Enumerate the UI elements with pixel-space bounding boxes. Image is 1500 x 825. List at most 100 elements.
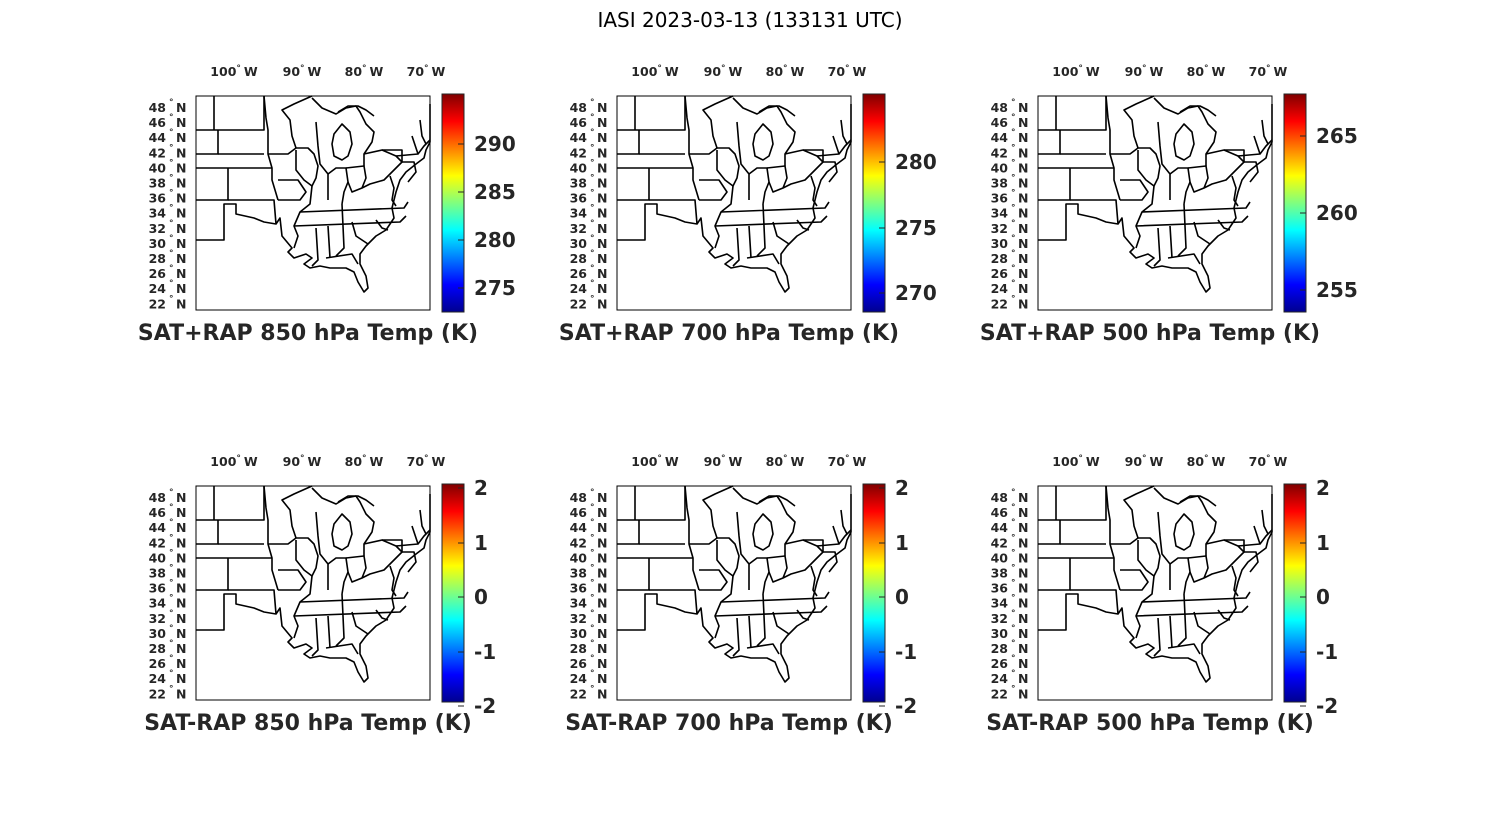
degree-mark: ° <box>169 234 174 244</box>
lon-tick-label: 70° W <box>828 454 867 469</box>
lat-tick-label: 36 <box>149 581 167 596</box>
degree-mark: ° <box>1011 669 1016 679</box>
degree-mark: ° <box>590 279 595 289</box>
panel-title: SAT-RAP 500 hPa Temp (K) <box>986 711 1314 736</box>
degree-mark: ° <box>1011 204 1016 214</box>
lat-hemisphere-label: N <box>1018 145 1028 160</box>
degree-mark: ° <box>169 564 174 574</box>
lat-hemisphere-label: N <box>176 145 186 160</box>
lat-tick-label: 36 <box>991 191 1009 206</box>
colorbar-tick-label: 2 <box>895 476 909 500</box>
lat-hemisphere-label: N <box>597 281 607 296</box>
degree-mark: ° <box>169 579 174 589</box>
lat-tick-label: 42 <box>991 535 1008 550</box>
degree-mark: ° <box>590 669 595 679</box>
lat-tick-label: 44 <box>991 130 1009 145</box>
lat-tick-label: 24 <box>570 281 588 296</box>
lat-tick-label: 22 <box>149 686 166 701</box>
lat-hemisphere-label: N <box>176 160 186 175</box>
lat-tick-label: 32 <box>991 611 1008 626</box>
lat-tick-label: 38 <box>570 566 587 581</box>
degree-mark: ° <box>169 609 174 619</box>
lon-tick-label: 80° W <box>1187 454 1226 469</box>
lon-tick-label: 70° W <box>1249 454 1288 469</box>
lon-tick-label: 90° W <box>704 454 743 469</box>
lat-tick-label: 34 <box>149 206 167 221</box>
colorbar <box>442 94 464 312</box>
lat-hemisphere-label: N <box>176 296 186 311</box>
colorbar-tick-label: 1 <box>895 531 909 555</box>
lat-tick-label: 40 <box>149 550 167 565</box>
degree-mark: ° <box>169 113 174 123</box>
lat-hemisphere-label: N <box>1018 535 1028 550</box>
map-panel: 100° W 90° W 80° W 70° W48 ° N46 ° N44 ° N42 ° N40 ° N38 °… <box>144 454 496 736</box>
lat-hemisphere-label: N <box>176 686 186 701</box>
map-panel: 100° W 90° W 80° W 70° W48 ° N46 ° N44 ° N42 ° N40 ° N38 °… <box>559 64 937 346</box>
degree-mark: ° <box>590 219 595 229</box>
degree-mark: ° <box>1011 128 1016 138</box>
lat-hemisphere-label: N <box>176 191 186 206</box>
lat-tick-label: 26 <box>991 656 1009 671</box>
lat-hemisphere-label: N <box>597 221 607 236</box>
lat-tick-label: 34 <box>149 596 167 611</box>
lat-hemisphere-label: N <box>176 206 186 221</box>
lat-tick-label: 30 <box>991 236 1009 251</box>
colorbar-tick-label: -2 <box>1316 694 1338 718</box>
lat-tick-label: 30 <box>149 236 167 251</box>
map-panel: 100° W 90° W 80° W 70° W48 ° N46 ° N44 ° N42 ° N40 ° N38 °… <box>138 64 516 346</box>
lat-tick-label: 48 <box>149 100 166 115</box>
lat-hemisphere-label: N <box>176 611 186 626</box>
lat-hemisphere-label: N <box>176 251 186 266</box>
lon-tick-label: 100° W <box>631 64 679 79</box>
colorbar-tick-label: 275 <box>895 216 937 240</box>
lat-tick-label: 48 <box>991 100 1008 115</box>
lat-tick-label: 46 <box>149 115 167 130</box>
panels: 100° W 90° W 80° W 70° W48 ° N46 ° N44 ° N42 ° N40 ° N38 °… <box>138 64 1358 736</box>
colorbar-tick-label: 265 <box>1316 124 1358 148</box>
degree-mark: ° <box>169 174 174 184</box>
lat-hemisphere-label: N <box>176 671 186 686</box>
lon-tick-label: 80° W <box>345 454 384 469</box>
lat-tick-label: 30 <box>570 236 588 251</box>
degree-mark: ° <box>1011 98 1016 108</box>
colorbar-tick-label: 285 <box>474 180 516 204</box>
lat-tick-label: 32 <box>570 611 587 626</box>
lat-hemisphere-label: N <box>597 550 607 565</box>
lat-hemisphere-label: N <box>597 566 607 581</box>
lat-hemisphere-label: N <box>597 520 607 535</box>
lat-hemisphere-label: N <box>597 176 607 191</box>
lat-tick-label: 46 <box>570 505 588 520</box>
figure-title: IASI 2023-03-13 (133131 UTC) <box>597 8 902 32</box>
colorbar-tick-label: 1 <box>1316 531 1330 555</box>
lat-hemisphere-label: N <box>597 251 607 266</box>
lat-hemisphere-label: N <box>176 581 186 596</box>
lat-hemisphere-label: N <box>176 221 186 236</box>
degree-mark: ° <box>169 654 174 664</box>
degree-mark: ° <box>169 518 174 528</box>
degree-mark: ° <box>590 158 595 168</box>
lat-hemisphere-label: N <box>1018 626 1028 641</box>
lat-tick-label: 38 <box>149 176 166 191</box>
lat-hemisphere-label: N <box>1018 581 1028 596</box>
lat-hemisphere-label: N <box>1018 296 1028 311</box>
degree-mark: ° <box>590 128 595 138</box>
lat-tick-label: 44 <box>570 130 588 145</box>
lat-hemisphere-label: N <box>597 115 607 130</box>
lat-hemisphere-label: N <box>176 115 186 130</box>
lon-tick-label: 80° W <box>1187 64 1226 79</box>
lat-tick-label: 38 <box>149 566 166 581</box>
lat-tick-label: 32 <box>991 221 1008 236</box>
degree-mark: ° <box>169 624 174 634</box>
colorbar <box>1284 484 1306 702</box>
degree-mark: ° <box>590 488 595 498</box>
lat-tick-label: 42 <box>991 145 1008 160</box>
degree-mark: ° <box>590 518 595 528</box>
lat-hemisphere-label: N <box>597 296 607 311</box>
lat-hemisphere-label: N <box>1018 641 1028 656</box>
degree-mark: ° <box>1011 488 1016 498</box>
lat-hemisphere-label: N <box>176 505 186 520</box>
lat-hemisphere-label: N <box>597 130 607 145</box>
lat-tick-label: 42 <box>570 145 587 160</box>
colorbar-tick-label: 255 <box>1316 278 1358 302</box>
